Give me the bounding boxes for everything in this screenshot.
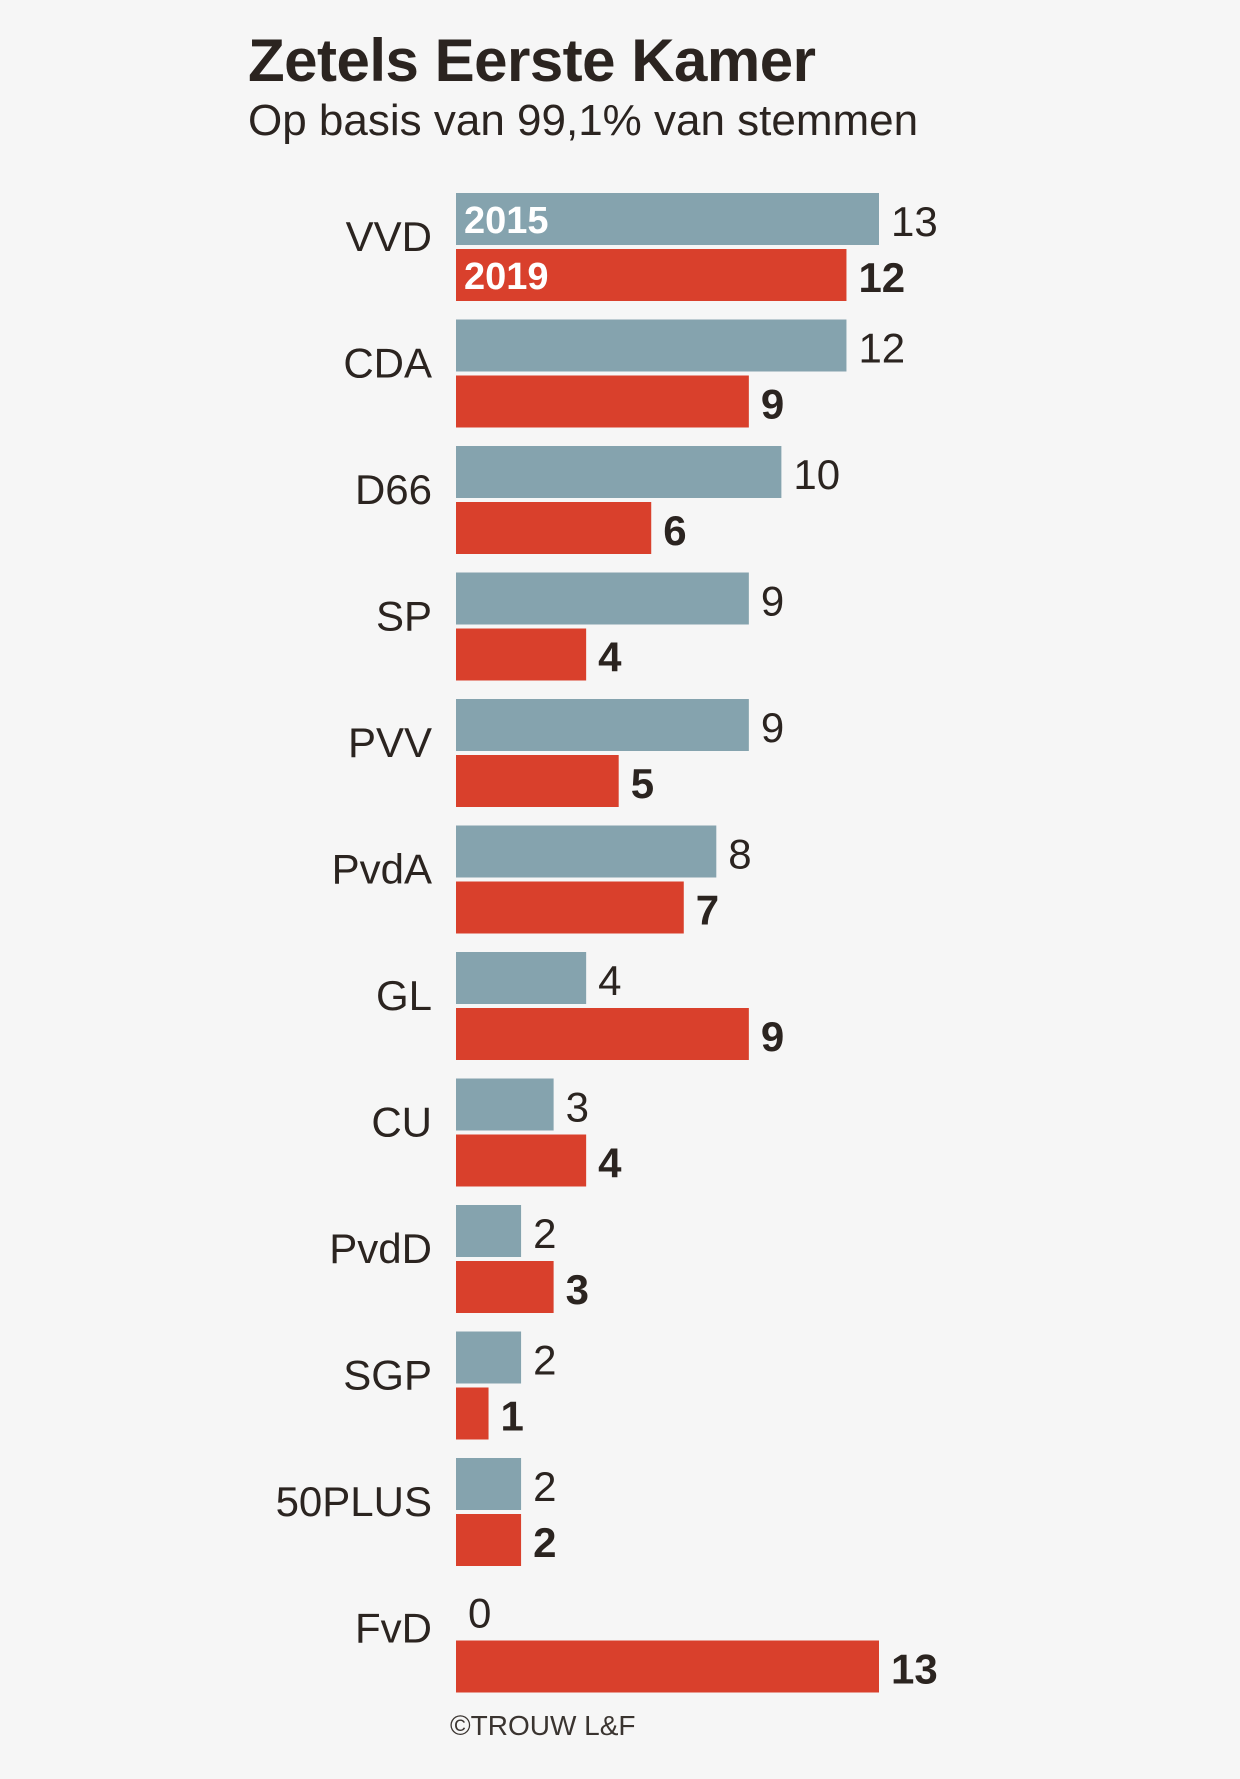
value-label: 3 <box>566 1266 589 1313</box>
credit-line: ©TROUW L&F <box>450 1710 636 1741</box>
value-label: 5 <box>631 760 654 807</box>
value-label: 9 <box>761 1013 784 1060</box>
value-label: 9 <box>761 381 784 428</box>
bar-2015-50PLUS <box>456 1458 522 1510</box>
bar-2019-SGP <box>456 1387 489 1440</box>
value-label: 4 <box>598 1140 622 1187</box>
value-label: 6 <box>663 507 686 554</box>
bar-2015-PvdA <box>456 825 717 878</box>
value-label: 2 <box>533 1337 556 1384</box>
value-label: 13 <box>891 198 938 245</box>
bar-2015-SGP <box>456 1331 522 1384</box>
value-label: 0 <box>468 1590 491 1637</box>
bar-2015-PVV <box>456 699 749 751</box>
bar-2015-SP <box>456 572 749 625</box>
bar-2019-50PLUS <box>456 1514 522 1566</box>
category-label: GL <box>376 972 432 1019</box>
bar-2019-SP <box>456 628 587 681</box>
category-label: SGP <box>343 1352 432 1399</box>
category-label: PvdD <box>329 1225 432 1272</box>
value-label: 3 <box>566 1084 589 1131</box>
value-label: 8 <box>728 831 751 878</box>
value-label: 1 <box>501 1393 524 1440</box>
bar-2019-CDA <box>456 375 749 428</box>
category-label: CDA <box>343 340 432 387</box>
category-label: D66 <box>355 466 432 513</box>
value-label: 7 <box>696 887 719 934</box>
category-label: PvdA <box>332 846 432 893</box>
bar-2019-GL <box>456 1008 749 1060</box>
bar-2019-PvdD <box>456 1261 554 1313</box>
category-label: 50PLUS <box>276 1478 432 1525</box>
bar-2015-PvdD <box>456 1205 522 1257</box>
bar-2019-PvdA <box>456 881 684 934</box>
value-label: 12 <box>858 325 905 372</box>
bar-2015-CDA <box>456 319 847 372</box>
category-label: FvD <box>355 1605 432 1652</box>
bar-2019-PVV <box>456 755 619 807</box>
value-label: 2 <box>533 1519 556 1566</box>
value-label: 9 <box>761 578 784 625</box>
value-label: 12 <box>858 254 905 301</box>
bar-2015-D66 <box>456 446 782 498</box>
value-label: 2 <box>533 1210 556 1257</box>
value-label: 4 <box>598 957 621 1004</box>
bar-2015-VVD <box>456 193 879 245</box>
bar-2015-GL <box>456 952 587 1004</box>
legend-label-2015: 2015 <box>464 200 549 242</box>
value-label: 10 <box>793 451 840 498</box>
category-label: CU <box>371 1099 432 1146</box>
bar-2019-VVD <box>456 249 847 301</box>
value-label: 4 <box>598 634 622 681</box>
category-label: VVD <box>346 213 432 260</box>
chart-title: Zetels Eerste Kamer <box>248 27 816 94</box>
bar-2019-CU <box>456 1134 587 1187</box>
category-label: SP <box>376 593 432 640</box>
value-label: 2 <box>533 1463 556 1510</box>
chart-subtitle: Op basis van 99,1% van stemmen <box>248 96 919 145</box>
category-label: PVV <box>348 719 432 766</box>
bar-2019-D66 <box>456 502 652 554</box>
value-label: 9 <box>761 704 784 751</box>
value-label: 13 <box>891 1646 938 1693</box>
bar-2019-FvD <box>456 1640 879 1693</box>
bar-2015-CU <box>456 1078 554 1131</box>
legend-label-2019: 2019 <box>464 256 549 298</box>
